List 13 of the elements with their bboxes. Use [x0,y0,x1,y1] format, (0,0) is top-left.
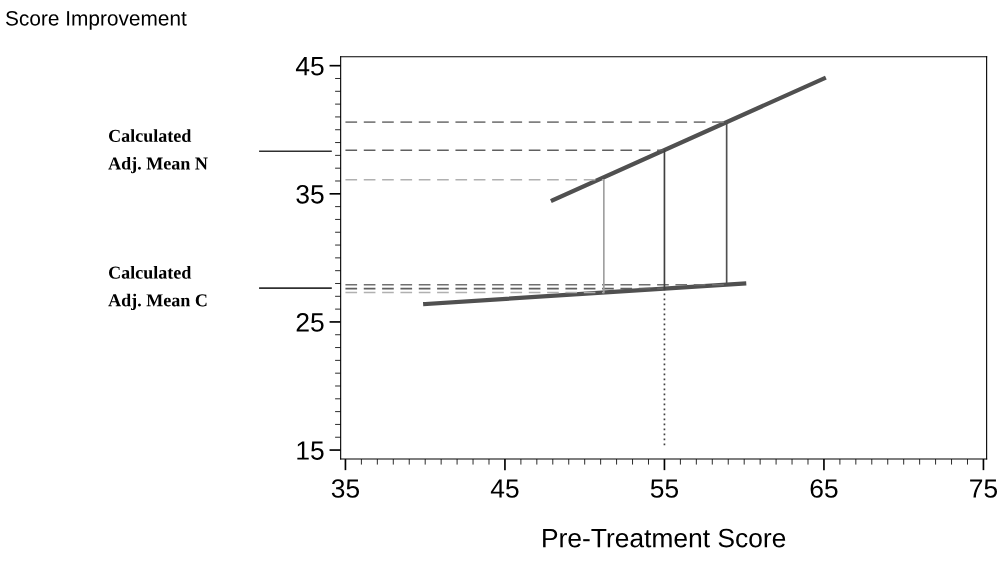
y-tick-label: 45 [295,57,324,76]
x-tick-label: 65 [810,479,838,498]
x-axis-title: Pre-Treatment Score [543,528,786,548]
text: Calculated Adj. Mean N [108,129,208,174]
x-tick-label: 35 [331,479,360,498]
x-tick-label: 75 [970,479,998,498]
text: Score Improvement [5,10,187,30]
y-tick-label: 35 [296,184,324,204]
x-tick-label: 55 [650,479,679,498]
y-tick-label: 25 [296,313,324,332]
x-tick-label: 45 [490,479,519,498]
y-tick-label: 15 [297,441,324,460]
text: Calculated Adj. Mean C [108,266,207,311]
